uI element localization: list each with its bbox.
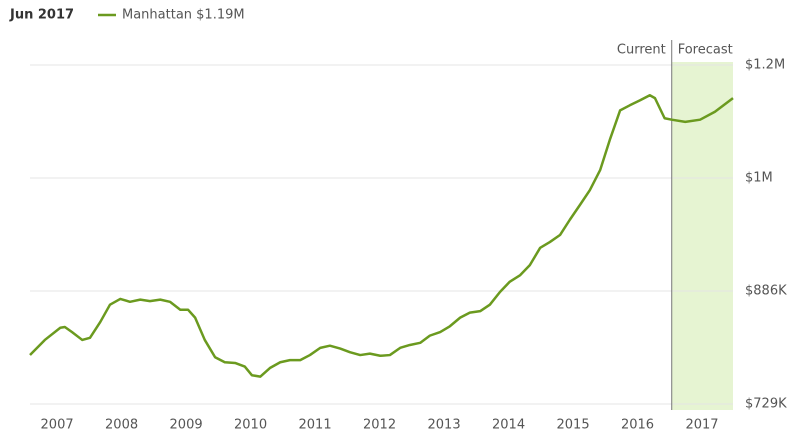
x-tick-label: 2012 xyxy=(363,418,396,433)
x-tick-label: 2014 xyxy=(492,418,525,433)
x-tick-label: 2015 xyxy=(557,418,590,433)
header-date: Jun 2017 xyxy=(9,8,74,23)
x-tick-label: 2009 xyxy=(170,418,203,433)
data-line xyxy=(29,93,734,378)
x-tick-label: 2007 xyxy=(41,418,74,433)
x-tick-label: 2010 xyxy=(234,418,267,433)
x-tick-label: 2013 xyxy=(428,418,461,433)
y-tick-label: $729K xyxy=(745,397,787,412)
forecast-label: Forecast xyxy=(678,43,733,58)
forecast-region xyxy=(671,62,733,410)
legend-label: Manhattan $1.19M xyxy=(122,8,245,23)
x-tick-label: 2017 xyxy=(685,418,718,433)
x-tick-label: 2011 xyxy=(299,418,332,433)
x-tick-label: 2016 xyxy=(621,418,654,433)
y-tick-label: $886K xyxy=(745,284,787,299)
current-label: Current xyxy=(617,43,666,58)
y-tick-label: $1.2M xyxy=(745,58,785,73)
x-tick-label: 2008 xyxy=(105,418,138,433)
y-tick-label: $1M xyxy=(745,171,773,186)
